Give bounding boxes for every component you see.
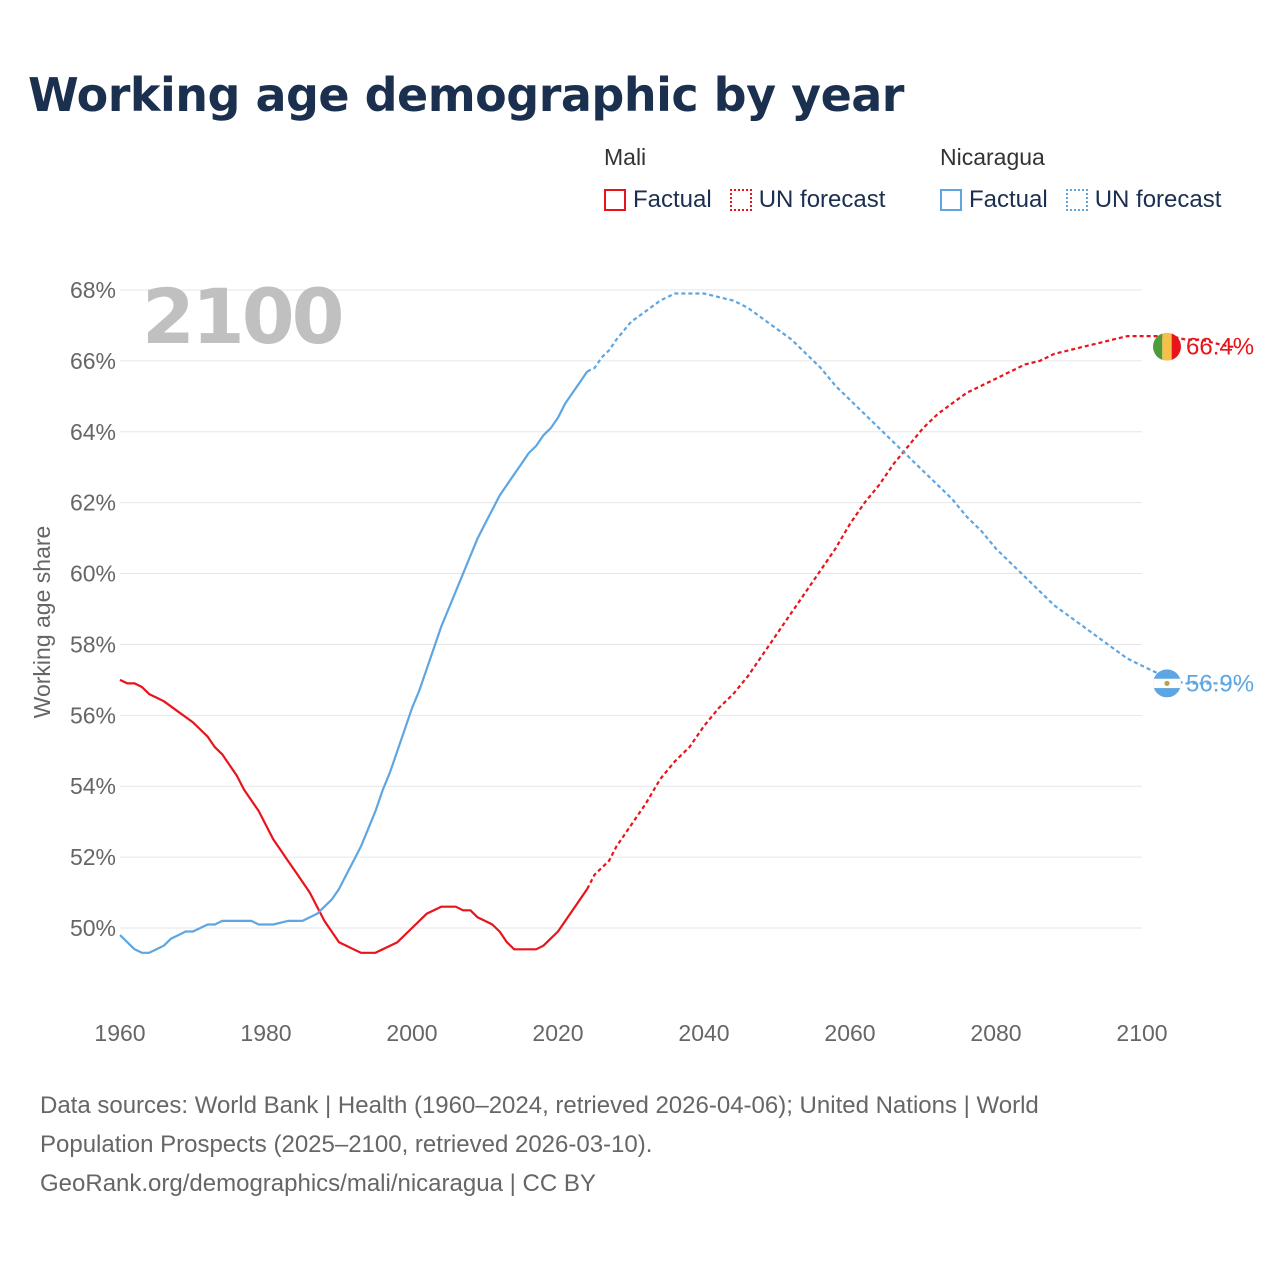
legend-swatch-solid: [940, 189, 962, 211]
y-tick-label: 60%: [70, 561, 116, 587]
x-tick-label: 1980: [240, 1020, 291, 1046]
legend-swatch-solid: [604, 189, 626, 211]
y-tick-label: 54%: [70, 773, 116, 799]
line-chart: 2100 50% 52% 54% 56% 58% 60% 62% 64% 66% 68% 1960…: [29, 272, 1254, 1046]
legend-swatch-dotted: [729, 189, 752, 211]
y-tick-label: 50%: [70, 915, 116, 941]
x-tick-label: 2040: [678, 1020, 729, 1046]
y-tick-label: 68%: [70, 277, 116, 303]
grid-lines: [120, 289, 1142, 929]
footer-sources-line1: Data sources: World Bank | Health (1960–…: [40, 1092, 1039, 1119]
legend-nicaragua-factual[interactable]: Factual: [940, 186, 1048, 214]
y-tick-label: 64%: [70, 419, 116, 445]
mali-end-label: 66.4%: [1186, 334, 1254, 361]
y-axis-title: Working age share: [29, 526, 55, 719]
mali-flag-red: [1171, 332, 1181, 361]
nicaragua-flag-icon: [1153, 669, 1181, 698]
y-axis-ticks: 50% 52% 54% 56% 58% 60% 62% 64% 66% 68%: [70, 277, 116, 941]
footer: Data sources: World Bank | Health (1960–…: [40, 1086, 1240, 1203]
legend-label: Factual: [969, 186, 1048, 213]
nicaragua-flag-emblem: [1164, 680, 1170, 686]
nicaragua-end-label: 56.9%: [1186, 670, 1254, 697]
legend-nicaragua-forecast[interactable]: UN forecast: [1065, 186, 1222, 214]
footer-sources-line2: Population Prospects (2025–2100, retriev…: [40, 1131, 653, 1158]
y-tick-label: 58%: [70, 631, 116, 657]
mali-flag-yellow: [1162, 332, 1172, 361]
legend-swatch-dotted: [1065, 189, 1088, 211]
mali-flag-green: [1153, 332, 1163, 361]
year-label: 2100: [142, 272, 342, 361]
legend-label: Factual: [633, 186, 712, 213]
x-tick-label: 2100: [1116, 1020, 1167, 1046]
footer-attribution: GeoRank.org/demographics/mali/nicaragua …: [40, 1170, 596, 1197]
y-tick-label: 52%: [70, 844, 116, 870]
mali-flag-icon: [1153, 332, 1181, 361]
series-line-nicaragua-forecast: [586, 292, 1237, 685]
y-tick-label: 56%: [70, 702, 116, 728]
x-tick-label: 2000: [386, 1020, 437, 1046]
y-tick-label: 66%: [70, 348, 116, 374]
legend-group-mali: Mali Factual UN forecast: [604, 144, 885, 214]
legend-label: UN forecast: [758, 186, 886, 213]
legend-group-name: Nicaragua: [940, 144, 1045, 170]
legend-label: UN forecast: [1094, 186, 1222, 213]
x-tick-label: 1960: [94, 1020, 145, 1046]
x-axis-ticks: 1960 1980 2000 2020 2040 2060 2080 2100: [94, 1020, 1167, 1046]
legend-mali-forecast[interactable]: UN forecast: [729, 186, 886, 214]
x-tick-label: 2060: [824, 1020, 875, 1046]
mali-flag-stripes: [1153, 332, 1181, 361]
legend-group-name: Mali: [604, 144, 647, 170]
chart-title: Working age demographic by year: [28, 68, 905, 122]
legend-mali-factual[interactable]: Factual: [604, 186, 712, 214]
series-line-mali-factual: [119, 678, 589, 954]
x-tick-label: 2020: [532, 1020, 583, 1046]
y-tick-label: 62%: [70, 490, 116, 516]
series-line-mali-forecast: [586, 335, 1237, 890]
x-tick-label: 2080: [970, 1020, 1021, 1046]
series-line-nicaragua-factual: [119, 370, 589, 954]
series-layer: [119, 292, 1237, 954]
legend-group-nicaragua: Nicaragua Factual UN forecast: [940, 144, 1221, 214]
end-markers: 66.4% 56.9%: [1153, 332, 1254, 698]
